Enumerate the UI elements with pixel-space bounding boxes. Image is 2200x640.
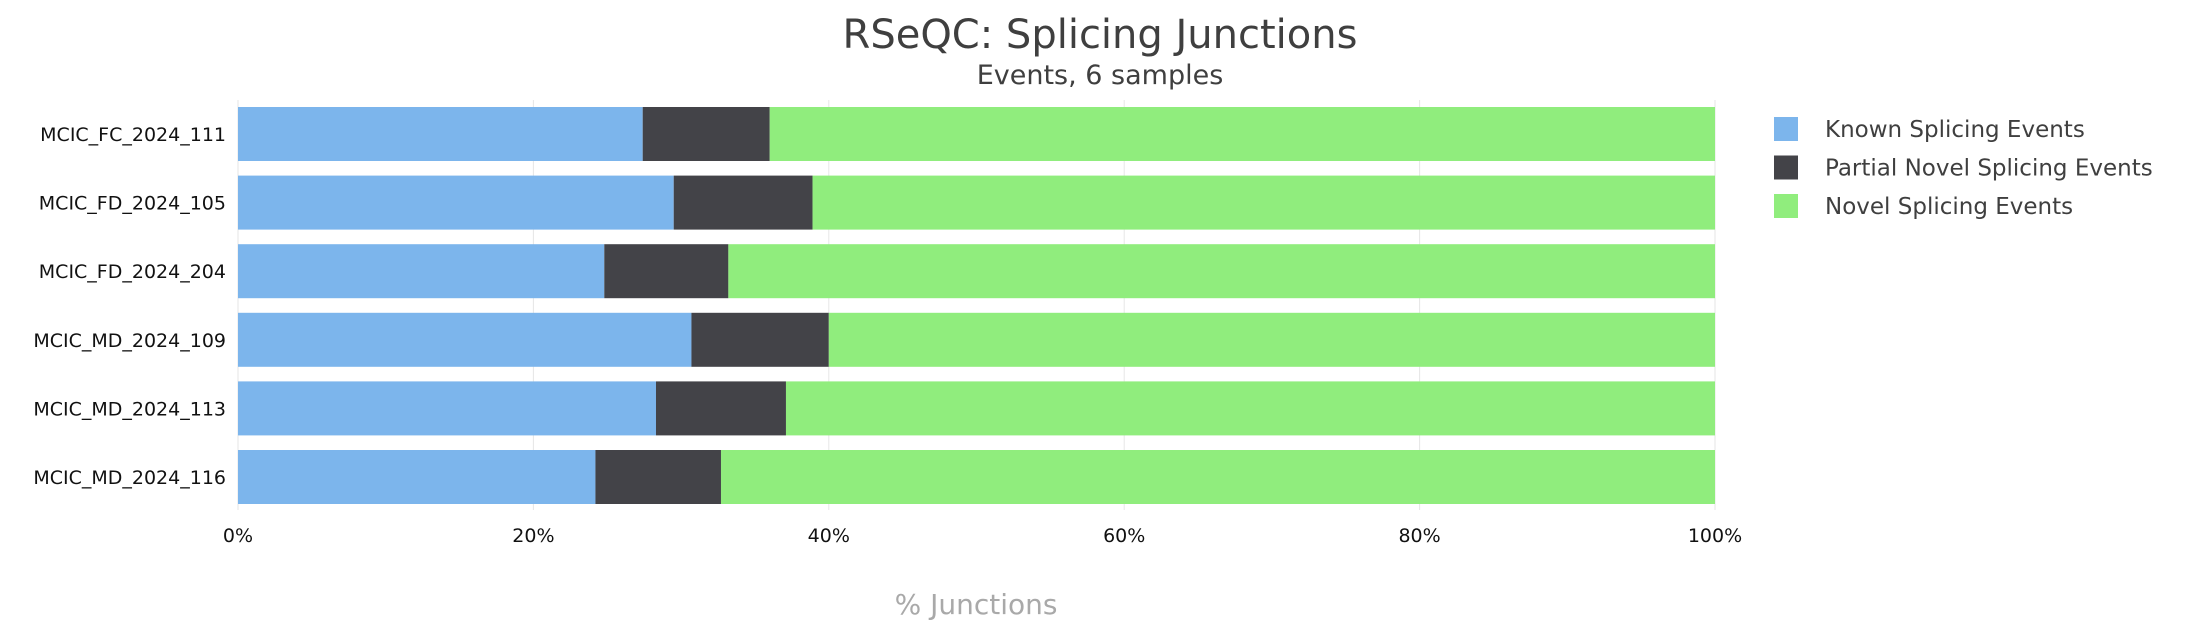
category-label: MCIC_MD_2024_116 [33,467,226,489]
bar-segment[interactable] [595,450,721,504]
grid-lines [237,100,1716,510]
bar-segment[interactable] [785,381,1715,436]
legend-swatch [1774,155,1798,180]
legend-item[interactable]: Partial Novel Splicing Events [1774,155,2153,182]
x-axis-label: % Junctions [895,588,1058,621]
legend-swatch [1774,117,1798,141]
bar-segment[interactable] [238,175,674,230]
legend-item[interactable]: Novel Splicing Events [1774,194,2073,220]
bar-segment[interactable] [655,381,786,436]
bar-segment[interactable] [812,175,1715,230]
x-tick-label: 60% [1103,525,1145,547]
legend-swatch [1774,194,1798,218]
x-tick-label: 40% [808,525,850,547]
legend-label: Novel Splicing Events [1825,194,2073,220]
bar-segment[interactable] [691,312,829,367]
bar-segment[interactable] [720,450,1715,504]
x-tick-label: 20% [512,525,554,547]
chart-title: RSeQC: Splicing Junctions [843,12,1358,58]
bar-segment[interactable] [728,244,1715,299]
bar-segment[interactable] [238,312,692,367]
category-label: MCIC_FC_2024_111 [40,124,226,146]
x-tick-label: 0% [223,525,253,547]
bar-segment[interactable] [238,107,643,161]
bar-segment[interactable] [769,107,1715,161]
bar-segment[interactable] [238,450,596,504]
bar-segment[interactable] [642,107,770,161]
bar-segment[interactable] [238,244,605,299]
category-labels: MCIC_FC_2024_111 MCIC_FD_2024_105 MCIC_FD_… [33,124,226,489]
category-label: MCIC_MD_2024_109 [33,330,226,352]
chart-subtitle: Events, 6 samples [977,60,1224,91]
legend-item[interactable]: Known Splicing Events [1774,117,2085,143]
bar-segment[interactable] [828,312,1715,367]
x-tick-label: 80% [1398,525,1440,547]
bar-segment[interactable] [238,381,656,436]
x-tick-label: 100% [1688,525,1742,547]
category-label: MCIC_FD_2024_204 [39,261,226,283]
category-label: MCIC_FD_2024_105 [39,193,226,215]
x-tick-labels: 0% 20% 40% 60% 80% 100% [223,525,1742,547]
legend[interactable]: Known Splicing Events Partial Novel Splic… [1774,117,2153,220]
legend-label: Known Splicing Events [1825,117,2085,143]
bar-segment[interactable] [604,244,729,299]
bar-segment[interactable] [673,175,813,230]
bars [238,107,1715,504]
category-label: MCIC_MD_2024_113 [33,398,226,420]
legend-label: Partial Novel Splicing Events [1825,156,2153,182]
